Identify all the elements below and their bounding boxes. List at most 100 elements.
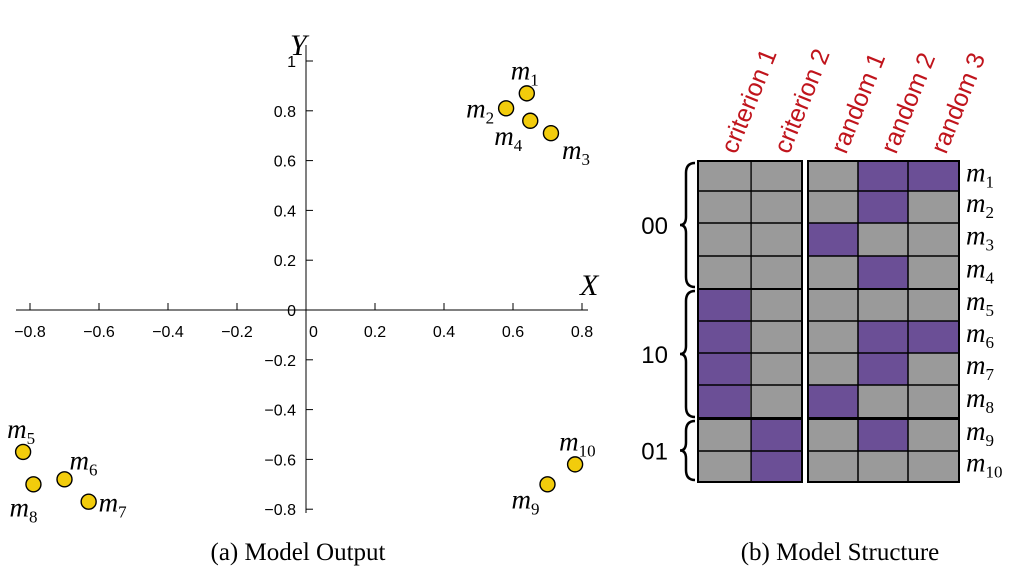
data-point (25, 476, 42, 493)
point-label: m3 (562, 135, 590, 169)
scatter-panel: −0.8 −0.6 −0.4 −0.2 0 0.2 0.4 0.6 0.8 1 0.8 0.6 0.4 0… (7, 29, 600, 526)
matrix-cell (808, 353, 860, 385)
y-tick-label: −0.2 (264, 353, 296, 370)
matrix-cell (751, 191, 803, 223)
x-tick-label: 0.2 (364, 324, 386, 341)
x-tick-label: −0.2 (221, 324, 253, 341)
point-label: m6 (70, 445, 98, 479)
matrix-cell (908, 321, 960, 353)
y-axis-label: Y (290, 29, 310, 62)
matrix-cell (858, 256, 910, 289)
matrix-cell (858, 223, 910, 256)
matrix-cell (698, 191, 750, 223)
matrix-cell (751, 321, 803, 353)
matrix-cell (698, 419, 750, 451)
data-point (497, 100, 515, 117)
row-label: m7 (966, 350, 995, 384)
matrix-cell (808, 161, 860, 192)
matrix-cell (858, 191, 910, 223)
matrix-cell (698, 385, 750, 419)
y-tick-label: −0.8 (264, 502, 296, 519)
matrix-cell (858, 451, 910, 482)
point-label: m5 (7, 414, 35, 448)
y-tick-label: 0.4 (274, 203, 296, 220)
matrix-cell (908, 191, 960, 223)
group-brace (679, 161, 696, 289)
data-point (56, 471, 73, 488)
matrix-cell (808, 451, 860, 482)
matrix-cell (698, 321, 750, 353)
matrix-cell (751, 223, 803, 256)
group-brace (679, 289, 696, 419)
matrix-cell (808, 191, 860, 223)
matrix-cell (808, 256, 860, 289)
row-label: m8 (966, 383, 994, 417)
point-label: m2 (466, 93, 494, 127)
point-label: m1 (511, 55, 539, 89)
point-label: m4 (494, 121, 523, 155)
matrix-cell (858, 353, 910, 385)
matrix-cell (808, 321, 860, 353)
matrix-cell (698, 256, 750, 289)
matrix-cell (751, 419, 803, 451)
data-point (80, 493, 97, 510)
matrix-cell (808, 385, 860, 419)
x-tick-label: −0.8 (14, 324, 46, 341)
row-label: m10 (966, 448, 1003, 482)
matrix-cell (908, 419, 960, 451)
point-label: m8 (9, 492, 37, 526)
x-tick-label: −0.6 (83, 324, 115, 341)
matrix-cell (751, 289, 803, 321)
matrix-cell (698, 451, 750, 482)
row-label: m5 (966, 286, 994, 320)
point-label: m9 (512, 484, 540, 518)
y-tick-label: 0.2 (274, 253, 296, 270)
data-point (539, 476, 556, 493)
matrix-cell (698, 353, 750, 385)
matrix-cell (808, 289, 860, 321)
matrix-cell (858, 385, 910, 419)
matrix-cell (751, 385, 803, 419)
matrix-cell (908, 353, 960, 385)
y-tick-label: −0.6 (264, 452, 296, 469)
x-tick-label: 0.4 (433, 324, 455, 341)
row-label: m1 (966, 158, 994, 192)
matrix-cell (698, 161, 750, 192)
matrix-cell (858, 419, 910, 451)
matrix-cell (908, 451, 960, 482)
row-label: m6 (966, 318, 994, 352)
caption-model-output: (a) Model Output (211, 539, 386, 566)
matrix-cell (908, 385, 960, 419)
group-label: 01 (641, 439, 668, 466)
y-tick-label: 0.6 (274, 154, 296, 171)
row-label: m4 (966, 254, 995, 288)
matrix-cell (751, 256, 803, 289)
matrix-cell (808, 419, 860, 451)
matrix-cell (908, 223, 960, 256)
row-label: m3 (966, 221, 994, 255)
row-label: m2 (966, 188, 994, 222)
y-tick-label: 1 (287, 54, 296, 71)
group-brace (679, 419, 696, 482)
data-point (566, 456, 584, 473)
matrix-cell (908, 161, 960, 192)
matrix-cell (908, 289, 960, 321)
y-tick-label: −0.4 (264, 403, 296, 420)
x-axis-label: X (579, 269, 600, 302)
matrix-cell (751, 161, 803, 192)
caption-model-structure: (b) Model Structure (741, 539, 940, 566)
x-tick-label: −0.4 (152, 324, 184, 341)
point-label: m7 (99, 488, 128, 522)
matrix-cell (858, 321, 910, 353)
group-label: 00 (641, 213, 668, 240)
matrix-cell (698, 223, 750, 256)
matrix-cell (698, 289, 750, 321)
data-point (518, 85, 535, 102)
y-tick-label: 0 (287, 303, 296, 320)
x-tick-label: 0.6 (502, 324, 524, 341)
data-point (522, 112, 539, 129)
point-label: m10 (559, 426, 596, 460)
x-tick-label: 0 (309, 324, 318, 341)
row-label: m9 (966, 416, 994, 450)
